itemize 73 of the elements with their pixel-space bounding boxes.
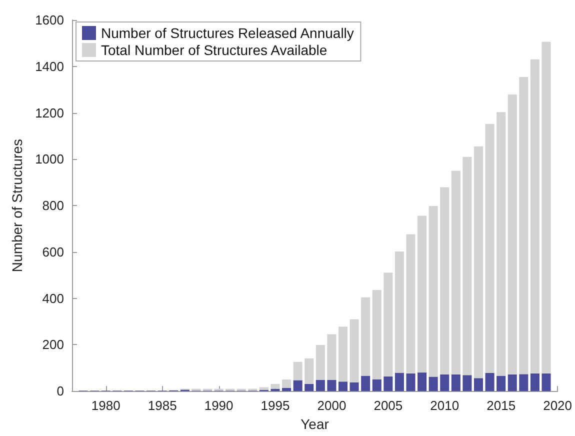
bar [496,112,506,376]
bar [372,379,382,392]
bar [474,146,484,378]
bar [338,326,348,382]
bar [361,376,370,392]
x-axis-title: Year [300,416,330,432]
y-tick-label: 600 [42,244,64,260]
bar [485,124,494,374]
bar [270,384,280,389]
bar [406,234,416,374]
x-tick-label: 1990 [204,398,234,414]
y-tick-label: 800 [42,198,64,214]
bar [384,376,393,392]
bar [530,373,540,392]
bar [394,251,404,373]
bar [418,372,427,392]
x-tick-label: 1995 [260,398,290,414]
bar [316,344,325,380]
bar [519,77,528,374]
bar [542,42,551,374]
y-tick-label: 400 [42,290,64,306]
bar [508,374,517,392]
y-tick-label: 200 [42,337,64,352]
bar [474,378,484,392]
bar [451,374,460,392]
bar [293,362,302,380]
x-tick-label: 1980 [91,398,120,414]
y-tick-label: 1000 [35,152,64,167]
bar [462,375,472,392]
y-tick-label: 1400 [35,58,64,74]
bar [496,376,506,392]
bar [384,272,393,376]
legend-label: Total Number of Structures Available [101,42,328,58]
bar [327,334,336,380]
x-tick-label: 1985 [148,398,177,414]
bar [519,374,528,392]
bar [530,59,540,374]
x-tick-label: 2000 [317,398,346,414]
bar [428,206,438,377]
bar [304,358,314,384]
bar [304,384,314,392]
bar [451,170,460,374]
x-tick-label: 2010 [430,398,460,414]
bar [282,388,292,392]
y-axis-title: Number of Structures [9,139,26,272]
bar [372,290,382,380]
bar [327,380,336,392]
y-tick-label: 1600 [35,12,64,28]
x-tick-label: 2015 [486,398,516,414]
bar [462,156,472,376]
bar [259,387,268,390]
legend-label: Number of Structures Released Annually [101,25,354,41]
bar [316,380,325,392]
bar [542,373,551,392]
y-tick-label: 0 [56,384,64,399]
bar [406,373,416,392]
bar [440,374,450,392]
bar [440,187,450,374]
bar [350,382,359,392]
x-tick-label: 2020 [543,398,572,414]
bar [485,373,494,392]
bar [394,372,404,392]
bar [418,216,427,373]
bar [508,94,517,374]
bar [350,319,359,382]
bar [428,376,438,392]
bar [282,380,292,388]
bar [361,297,370,376]
bar [293,380,302,392]
bar [338,382,348,392]
x-tick-label: 2005 [374,398,403,414]
bar [270,388,280,392]
y-tick-label: 1200 [35,105,64,120]
